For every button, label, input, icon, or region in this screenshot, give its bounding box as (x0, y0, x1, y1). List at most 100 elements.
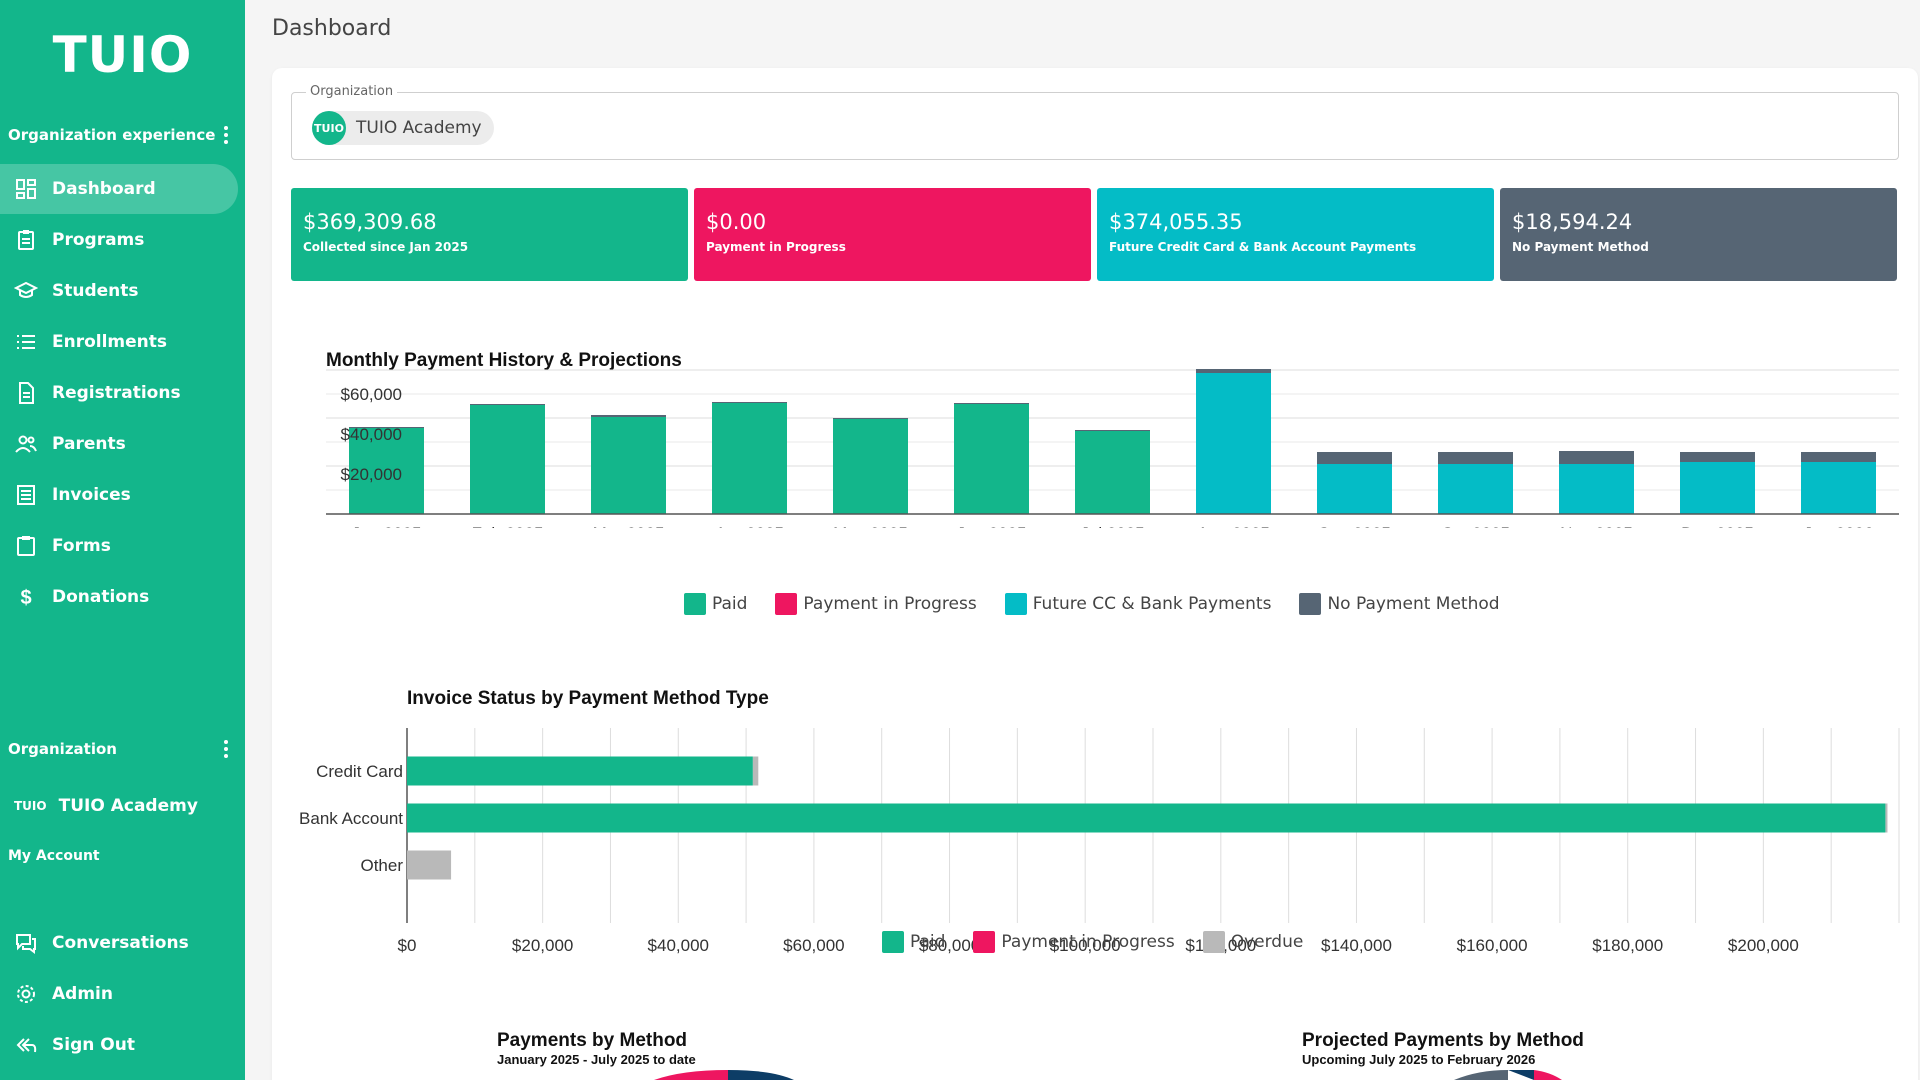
sidebar-item-label: Enrollments (52, 332, 168, 352)
payments-by-method-pie (654, 1070, 794, 1080)
page-title: Dashboard (272, 16, 392, 41)
organization-menu-icon[interactable] (219, 740, 233, 758)
bar-paid-jul-2025 (1075, 431, 1150, 514)
bar-future-cc-bank-payments-sep-2025 (1317, 464, 1392, 514)
legend-swatch (1202, 931, 1225, 953)
bar-no-payment-method-jan-2026 (1801, 452, 1876, 462)
graduation-cap-icon (14, 279, 38, 303)
bar-paid-feb-2025 (470, 405, 545, 514)
legend-swatch (684, 593, 706, 615)
y-category-label: Bank Account (299, 809, 403, 828)
x-tick-label: $20,000 (512, 936, 573, 955)
tuio-logo[interactable]: TUIO (52, 26, 193, 84)
org-name: TUIO Academy (58, 796, 198, 816)
legend-swatch (1004, 593, 1027, 615)
y-category-label: Credit Card (316, 762, 403, 781)
sidebar-item-label: Dashboard (52, 179, 156, 199)
stat-value: $18,594.24 (1512, 210, 1633, 234)
hbar-overdue-credit-card (752, 756, 759, 786)
legend-label: Future CC & Bank Payments (1032, 594, 1272, 614)
sidebar-item-students[interactable]: Students (0, 266, 238, 316)
monthly-chart-title: Monthly Payment History & Projections (326, 350, 682, 371)
org-experience-menu-icon[interactable] (219, 126, 233, 144)
stat-value: $374,055.35 (1109, 210, 1243, 234)
invoice-status-chart: Credit Card Bank Account Other $0 $20,000 $40… (299, 728, 1900, 955)
x-tick-label: $0 (398, 936, 417, 955)
stat-card-2: $0.00 Payment in Progress (694, 188, 1091, 281)
sidebar-item-label: Registrations (52, 383, 181, 403)
x-tick-label: Oct 2025 (1441, 524, 1510, 528)
payments-by-method-title: Payments by Method (497, 1030, 688, 1051)
organization-select-legend: Organization (306, 84, 398, 99)
x-tick-label: $200,000 (1728, 936, 1799, 955)
legend-label: Paid (712, 594, 748, 614)
sidebar-item-admin[interactable]: Admin (0, 969, 238, 1019)
org-mini-logo: TUIO (14, 799, 47, 813)
legend-item-no-payment-method[interactable]: No Payment Method (1299, 593, 1500, 615)
legend-item-future-cc-bank-payments[interactable]: Future CC & Bank Payments (1004, 593, 1272, 615)
gear-icon (14, 982, 38, 1006)
legend-swatch (775, 593, 798, 615)
invoice-icon (14, 483, 38, 507)
x-tick-label: $40,000 (648, 936, 709, 955)
legend-swatch (1299, 593, 1322, 615)
legend-label: Payment in Progress (803, 594, 977, 614)
pie-slice-no-method (1454, 1070, 1508, 1080)
sidebar-item-invoices[interactable]: Invoices (0, 470, 238, 520)
sidebar-item-enrollments[interactable]: Enrollments (0, 317, 238, 367)
organization-select[interactable]: Organization TUIO TUIO Academy (291, 84, 1899, 160)
legend-item-paid[interactable]: Paid (684, 593, 747, 615)
organization-chip[interactable]: TUIO TUIO Academy (312, 111, 494, 145)
x-tick-label: $160,000 (1457, 936, 1528, 955)
legend-item-payment-in-progress[interactable]: Payment in Progress (775, 593, 977, 615)
stat-card-4: $18,594.24 No Payment Method (1500, 188, 1897, 281)
sidebar-org-academy[interactable]: TUIO TUIO Academy (14, 796, 198, 816)
monthly-payment-chart: Jan 2025 Feb 2025 Mar 2025 Apr 2025 May 2025… (326, 369, 1899, 528)
bar-future-cc-bank-payments-jan-2026 (1801, 462, 1876, 514)
sidebar-item-forms[interactable]: Forms (0, 521, 238, 571)
legend-item-paid[interactable]: Paid (882, 931, 945, 953)
bar-paid-mar-2025 (591, 417, 666, 514)
bar-no-payment-method-sep-2025 (1317, 452, 1392, 464)
sidebar-item-registrations[interactable]: Registrations (0, 368, 238, 418)
bar-no-payment-method-feb-2025 (470, 404, 545, 405)
org-experience-label: Organization experience (8, 126, 216, 144)
hbar-overdue-other (407, 850, 452, 880)
projected-payments-subtitle: Upcoming July 2025 to February 2026 (1302, 1052, 1536, 1067)
sign-out-icon (14, 1033, 38, 1057)
sidebar-item-sign-out[interactable]: Sign Out (0, 1020, 238, 1070)
payments-by-method-subtitle: January 2025 - July 2025 to date (497, 1052, 696, 1067)
bar-paid-jan-2025 (349, 428, 424, 514)
y-tick-label: $40,000 (341, 425, 402, 444)
x-tick-label: $80,000 (919, 936, 980, 955)
hbar-paid-bank-account (407, 803, 1886, 833)
dollar-icon: $ (14, 585, 38, 609)
bar-future-cc-bank-payments-nov-2025 (1559, 464, 1634, 514)
my-account-link[interactable]: My Account (8, 848, 100, 864)
x-tick-label: $180,000 (1592, 936, 1663, 955)
dashboard-icon (14, 177, 38, 201)
sidebar-item-label: Donations (52, 587, 150, 607)
legend-item-payment-in-progress[interactable]: Payment in Progress (973, 931, 1175, 953)
clipboard-icon (14, 228, 38, 252)
bar-future-cc-bank-payments-aug-2025 (1196, 373, 1271, 514)
x-tick-label: Dec 2025 (1681, 524, 1754, 528)
sidebar-item-donations[interactable]: $ Donations (0, 572, 238, 622)
sidebar-item-label: Students (52, 281, 139, 301)
sidebar-item-programs[interactable]: Programs (0, 215, 238, 265)
form-icon (14, 534, 38, 558)
organization-label: Organization (8, 740, 117, 758)
x-tick-label: $60,000 (783, 936, 844, 955)
legend-swatch (973, 931, 996, 953)
org-experience-header: Organization experience (8, 126, 233, 144)
sidebar-item-parents[interactable]: Parents (0, 419, 238, 469)
sidebar-item-conversations[interactable]: Conversations (0, 918, 238, 968)
svg-text:$: $ (20, 587, 31, 609)
dashboard-card: Organization TUIO TUIO Academy $369,309.… (272, 68, 1918, 1080)
y-tick-label: $60,000 (341, 385, 402, 404)
bar-no-payment-method-aug-2025 (1196, 369, 1271, 373)
sidebar-item-dashboard[interactable]: Dashboard (0, 164, 238, 214)
hbar-overdue-bank-account (1885, 803, 1888, 833)
x-tick-label: $100,000 (1050, 936, 1121, 955)
legend-item-overdue[interactable]: Overdue (1202, 931, 1303, 953)
